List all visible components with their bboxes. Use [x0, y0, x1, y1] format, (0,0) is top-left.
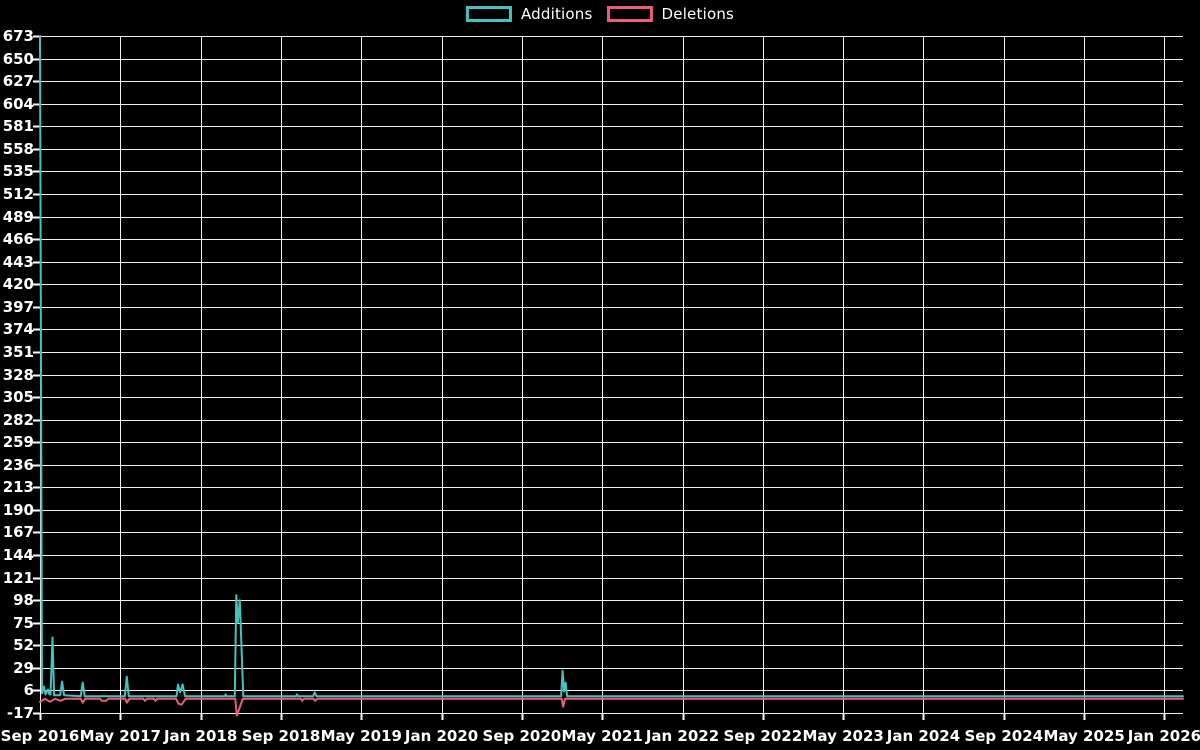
- y-tick-label: 558: [2, 139, 34, 158]
- y-tick-label: 190: [2, 500, 34, 519]
- additions-swatch-icon: [465, 6, 512, 22]
- legend-item-additions[interactable]: Additions: [465, 5, 593, 23]
- y-tick-label: 75: [13, 613, 34, 632]
- x-tick-label: Sep 2020: [482, 727, 562, 745]
- x-tick-label: May 2021: [561, 727, 643, 745]
- x-tick-label: Jan 2018: [163, 727, 238, 745]
- y-tick-label: 374: [2, 320, 34, 339]
- y-tick-label: 236: [2, 455, 34, 474]
- x-tick-label: May 2023: [802, 727, 884, 745]
- legend-label-additions: Additions: [520, 5, 593, 23]
- y-tick-label: 512: [2, 184, 34, 203]
- y-tick-label: 489: [2, 207, 34, 226]
- y-tick-label: 351: [2, 342, 34, 361]
- y-tick-label: 673: [2, 27, 34, 45]
- y-tick-label: 604: [2, 94, 34, 113]
- x-tick-label: May 2019: [320, 727, 402, 745]
- legend: Additions Deletions: [465, 5, 735, 23]
- y-tick-label: 535: [2, 162, 34, 181]
- y-tick-label: 52: [13, 636, 34, 655]
- y-tick-label: 29: [13, 658, 34, 677]
- deletions-swatch-icon: [606, 6, 653, 22]
- x-tick-label: May 2017: [79, 727, 161, 745]
- y-tick-label: 282: [2, 410, 34, 429]
- x-tick-label: Sep 2022: [723, 727, 803, 745]
- y-tick-label: 650: [2, 49, 34, 68]
- y-tick-label: 466: [2, 230, 34, 249]
- x-tick-label: Jan 2026: [1127, 727, 1200, 745]
- x-tick-label: Jan 2022: [645, 727, 720, 745]
- y-tick-label: 305: [2, 388, 34, 407]
- x-tick-label: Sep 2018: [241, 727, 321, 745]
- y-tick-label: 328: [2, 365, 34, 384]
- y-tick-label: 213: [2, 478, 34, 497]
- y-tick-label: 420: [2, 275, 34, 294]
- y-tick-label: 167: [2, 523, 34, 542]
- y-tick-label: 581: [2, 117, 34, 136]
- legend-label-deletions: Deletions: [661, 5, 735, 23]
- y-tick-label: 443: [2, 252, 34, 271]
- y-tick-label: 259: [2, 433, 34, 452]
- x-tick-label: Sep 2016: [0, 727, 80, 745]
- y-tick-label: 627: [2, 72, 34, 91]
- x-tick-label: Jan 2020: [404, 727, 479, 745]
- y-tick-label: 121: [2, 568, 34, 587]
- legend-item-deletions[interactable]: Deletions: [606, 5, 735, 23]
- x-tick-label: May 2025: [1043, 727, 1125, 745]
- y-tick-label: -17: [6, 704, 34, 722]
- y-tick-label: 98: [13, 591, 34, 610]
- y-tick-label: 397: [2, 297, 34, 316]
- x-tick-label: Jan 2024: [886, 727, 961, 745]
- y-tick-label: 6: [23, 681, 34, 700]
- x-tick-label: Sep 2024: [964, 727, 1044, 745]
- y-tick-label: 144: [2, 546, 34, 565]
